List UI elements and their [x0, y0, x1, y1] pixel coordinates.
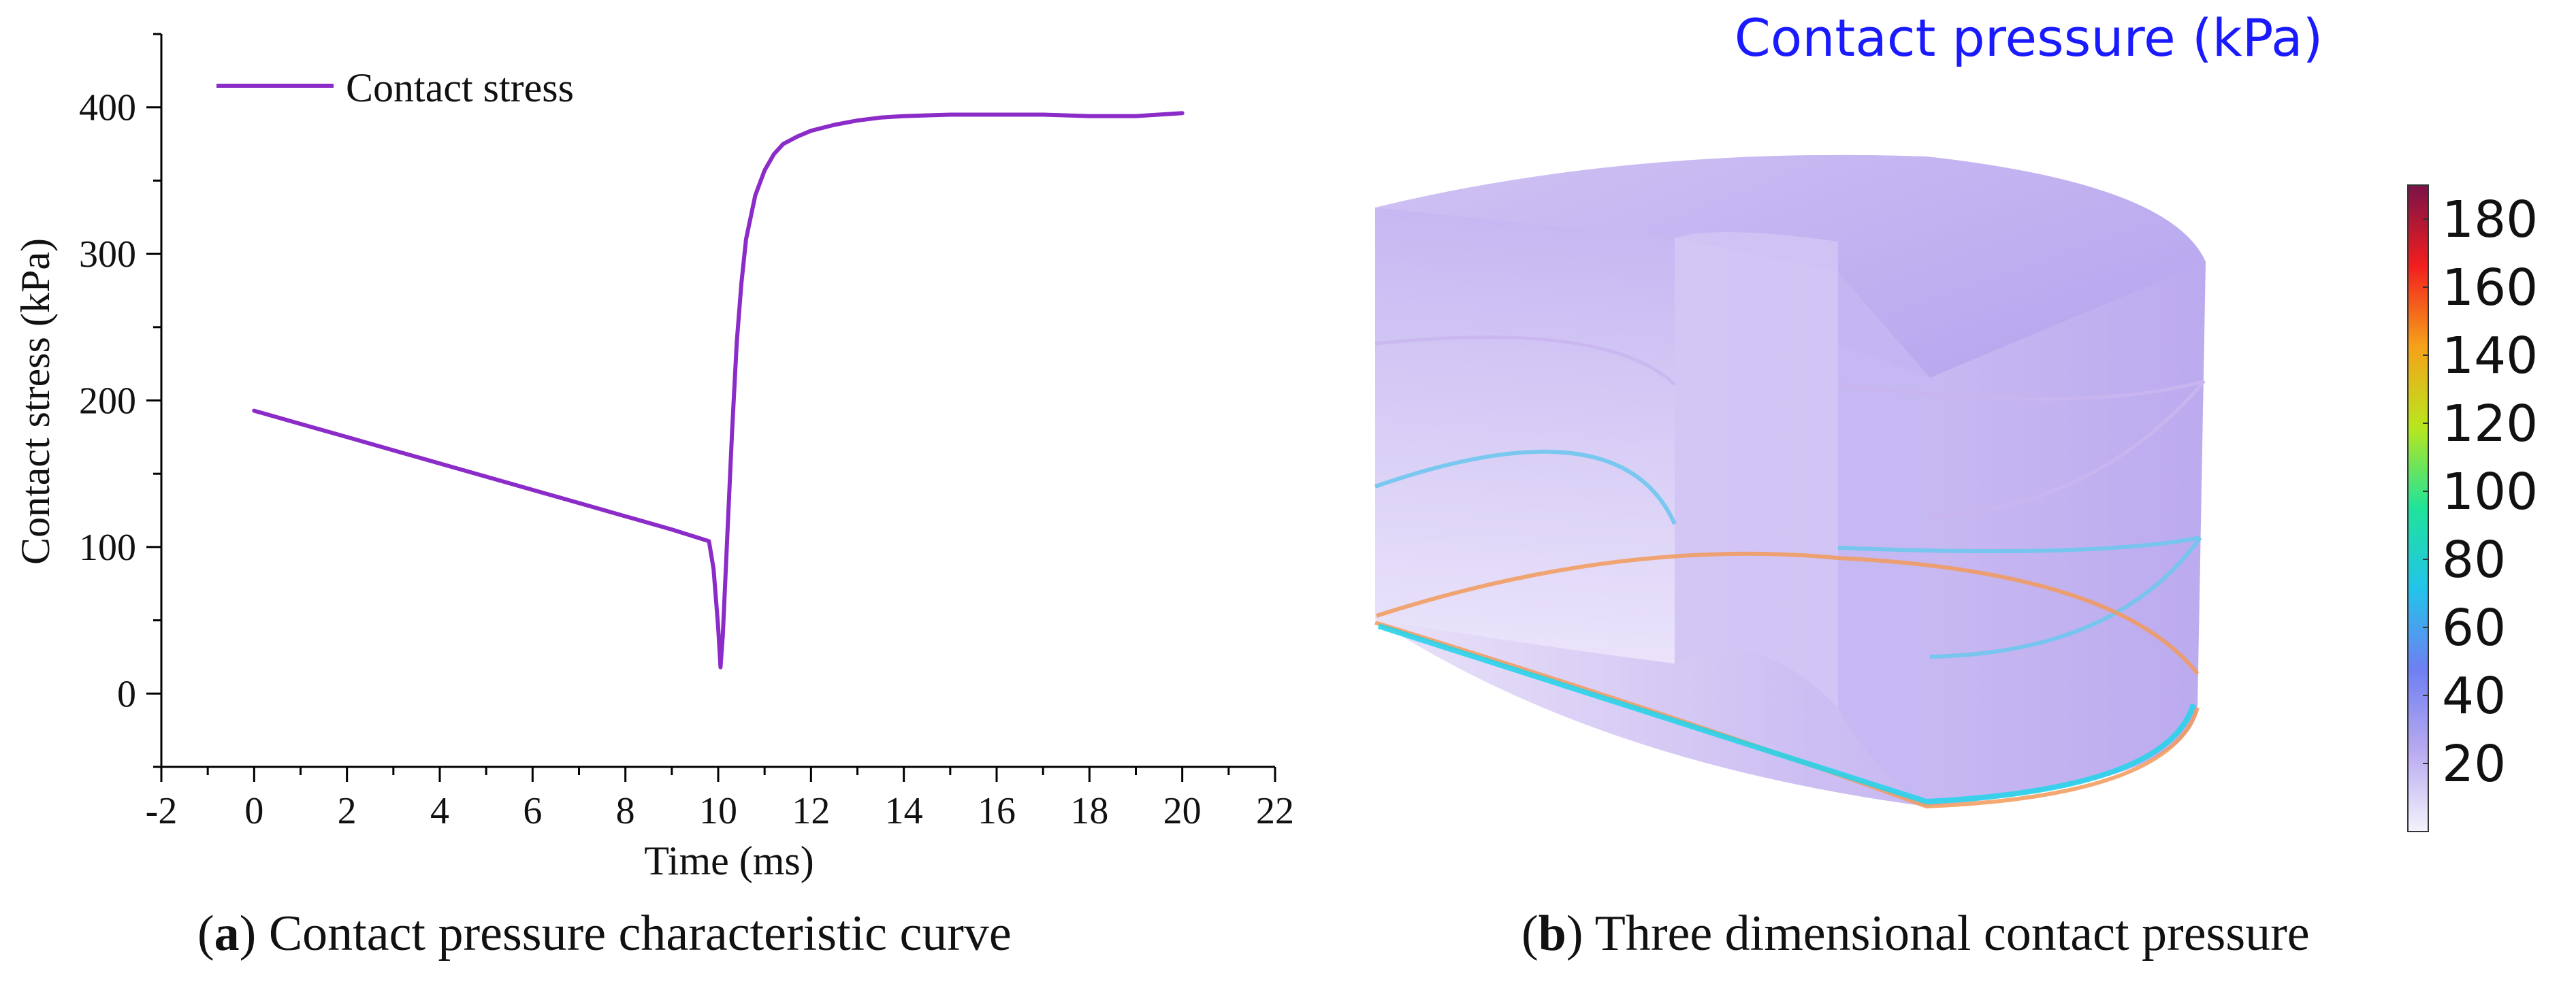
y-tick-label: 0	[117, 673, 136, 715]
caption-a-label: a	[214, 906, 240, 962]
y-axis-label: Contact stress (kPa)	[13, 238, 58, 565]
x-tick-label: 18	[1070, 790, 1108, 832]
colorbar-tick-label: 40	[2442, 667, 2506, 725]
x-tick-label: 2	[338, 790, 357, 832]
figure-title: Contact pressure (kPa)	[1735, 7, 2323, 68]
colorbar-tick-label: 140	[2442, 327, 2538, 385]
colorbar-tick-label: 120	[2442, 395, 2538, 453]
colorbar-tick-label: 20	[2442, 735, 2506, 793]
x-tick-label: 14	[885, 790, 923, 832]
x-axis-label: Time (ms)	[644, 838, 814, 883]
legend-label: Contact stress	[346, 65, 574, 110]
x-tick-label: 0	[244, 790, 263, 832]
colorbar-tick-label: 100	[2442, 463, 2538, 521]
contact-stress-chart: -2 0 2 4 6 8 10 12 14 16 18 20 22 0 100 200 300 400 Conta…	[13, 33, 1293, 883]
caption-a: (a) Contact pressure characteristic curv…	[197, 906, 1012, 962]
x-tick-label: 10	[699, 790, 737, 832]
series-line-contact-stress	[252, 111, 1185, 670]
y-tick-label: 200	[79, 380, 136, 423]
y-tick-label: 100	[79, 527, 136, 569]
colorbar-tick-label: 60	[2442, 599, 2506, 657]
contact-ring-middle	[1374, 449, 2202, 659]
y-tick-label: 300	[79, 233, 136, 276]
inner-bore	[1675, 232, 1838, 708]
x-tick-label: -2	[146, 790, 178, 832]
colorbar-ticks: 20 40 60 80 100 120 140 160 180	[2423, 191, 2538, 793]
x-tick-label: 20	[1163, 790, 1202, 832]
x-tick-label: 8	[616, 790, 635, 832]
x-tick-label: 16	[978, 790, 1016, 832]
y-tick-label: 400	[79, 87, 136, 129]
x-tick-label: 6	[523, 790, 542, 832]
colorbar-gradient	[2407, 184, 2429, 832]
contact-ring-bottom-cyan	[1377, 623, 2196, 805]
caption-b-label: b	[1538, 906, 1566, 962]
cut-face-right	[1838, 272, 1930, 806]
caption-b-text: Three dimensional contact pressure	[1583, 906, 2310, 962]
colorbar-tick-label: 160	[2442, 259, 2538, 317]
colorbar-tick-label: 80	[2442, 531, 2506, 589]
colorbar-tick-label: 180	[2442, 191, 2538, 249]
cut-face-left	[1375, 208, 1675, 663]
cylinder-top-face	[1375, 154, 2206, 378]
caption-a-text: Contact pressure characteristic curve	[256, 906, 1012, 962]
x-tick-label: 22	[1256, 790, 1293, 832]
caption-b: (b) Three dimensional contact pressure	[1522, 906, 2310, 962]
cylinder-model	[1374, 154, 2206, 809]
chart-ticks: -2 0 2 4 6 8 10 12 14 16 18 20 22 0 100 200 300 400	[79, 33, 1293, 832]
x-tick-label: 12	[792, 790, 830, 832]
x-tick-label: 4	[430, 790, 449, 832]
contact-ring-top	[1374, 335, 2206, 519]
colorbar: 20 40 60 80 100 120 140 160 180	[2407, 184, 2538, 832]
contact-pressure-3d-figure: Contact pressure (kPa) 20 40 60 80 100 120 140…	[1374, 7, 2538, 832]
